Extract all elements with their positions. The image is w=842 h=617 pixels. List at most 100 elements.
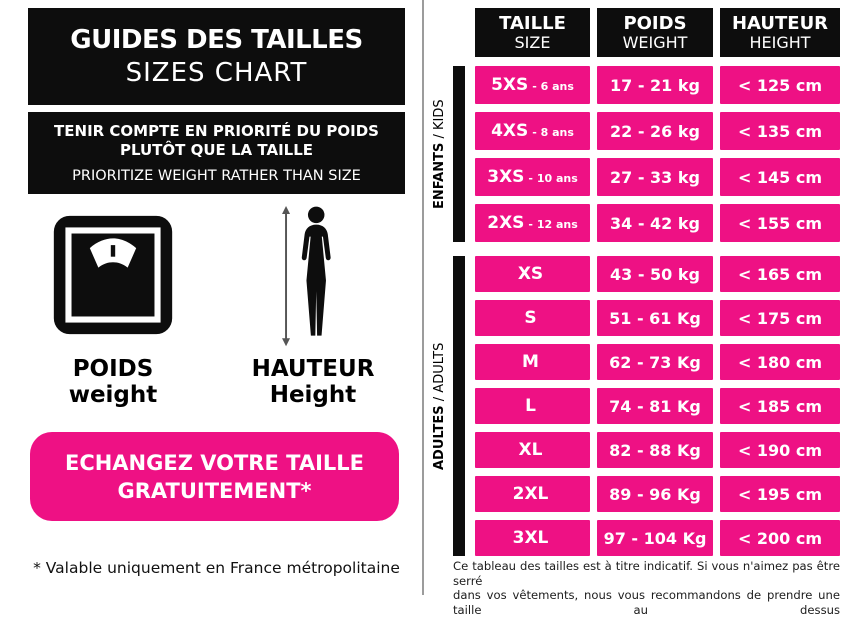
table-body: 5XS - 6 ans 17 - 21 kg < 125 cm 4XS - 8 ans 22… — [433, 66, 840, 556]
size-value: 3XL — [512, 528, 549, 548]
weight-cell: 74 - 81 Kg — [597, 388, 713, 424]
height-label-en: Height — [269, 382, 357, 408]
disclaimer-line1: Ce tableau des tailles est à titre indic… — [453, 559, 840, 588]
notice-banner: TENIR COMPTE EN PRIORITÉ DU POIDS PLUTÔT… — [28, 112, 405, 194]
section-divider — [422, 0, 424, 595]
weight-cell: 89 - 96 Kg — [597, 476, 713, 512]
table-row: L 74 - 81 Kg < 185 cm — [475, 388, 840, 424]
page-title-fr: GUIDES DES TAILLES — [70, 25, 363, 55]
age-value: - 10 ans — [528, 172, 578, 185]
size-cell: XL — [475, 432, 590, 468]
kids-group-bar — [453, 66, 465, 242]
header-size-en: SIZE — [514, 32, 551, 52]
table-row: 3XS - 10 ans 27 - 33 kg < 145 cm — [475, 158, 840, 196]
size-value: 5XS — [491, 75, 529, 95]
weight-cell: 34 - 42 kg — [597, 204, 713, 242]
weight-cell: 62 - 73 Kg — [597, 344, 713, 380]
size-value: L — [525, 396, 536, 416]
left-panel: GUIDES DES TAILLES SIZES CHART TENIR COM… — [28, 8, 405, 592]
weight-label-fr: POIDS — [72, 356, 154, 382]
size-cell: 2XL — [475, 476, 590, 512]
exchange-line1: ECHANGEZ VOTRE TAILLE — [64, 450, 365, 475]
footnote: * Valable uniquement en France métropoli… — [33, 559, 400, 577]
header-size-fr: TAILLE — [499, 12, 566, 34]
exchange-line2: GRATUITEMENT* — [117, 478, 312, 503]
height-label: HAUTEUR Height — [240, 356, 386, 409]
size-cell: XS — [475, 256, 590, 292]
height-cell: < 125 cm — [720, 66, 840, 104]
size-cell: 2XS - 12 ans — [475, 204, 590, 242]
adults-label-en: ADULTS — [432, 342, 447, 393]
table-row: XS 43 - 50 kg < 165 cm — [475, 256, 840, 292]
header-weight: POIDS WEIGHT — [597, 8, 713, 57]
table-disclaimer: Ce tableau des tailles est à titre indic… — [453, 559, 840, 617]
kids-label-en: KIDS — [432, 99, 447, 130]
height-cell: < 195 cm — [720, 476, 840, 512]
header-size: TAILLE SIZE — [475, 8, 590, 57]
table-row: S 51 - 61 Kg < 175 cm — [475, 300, 840, 336]
height-cell: < 185 cm — [720, 388, 840, 424]
notice-fr-line1: TENIR COMPTE EN PRIORITÉ DU POIDS — [54, 122, 379, 140]
age-value: - 8 ans — [532, 126, 574, 139]
title-banner: GUIDES DES TAILLES SIZES CHART — [28, 8, 405, 105]
height-cell: < 165 cm — [720, 256, 840, 292]
notice-text-en: PRIORITIZE WEIGHT RATHER THAN SIZE — [72, 168, 361, 184]
table-row: 4XS - 8 ans 22 - 26 kg < 135 cm — [475, 112, 840, 150]
scale-icon — [52, 214, 174, 338]
height-cell: < 145 cm — [720, 158, 840, 196]
kids-label-separator: / — [432, 129, 447, 143]
size-cell: M — [475, 344, 590, 380]
table-row: 2XS - 12 ans 34 - 42 kg < 155 cm — [475, 204, 840, 242]
size-cell: 5XS - 6 ans — [475, 66, 590, 104]
weight-label-en: weight — [68, 382, 158, 408]
size-table-section: TAILLE SIZE POIDS WEIGHT HAUTEUR HEIGHT … — [432, 8, 840, 617]
age-value: - 6 ans — [532, 80, 574, 93]
size-value: XS — [517, 264, 544, 284]
kids-group-label: ENFANTS / KIDS — [432, 66, 451, 242]
height-cell: < 175 cm — [720, 300, 840, 336]
size-guide-page: GUIDES DES TAILLES SIZES CHART TENIR COM… — [28, 0, 840, 617]
adults-group-label: ADULTES / ADULTS — [432, 256, 451, 556]
table-row: 3XL 97 - 104 Kg < 200 cm — [475, 520, 840, 556]
header-weight-en: WEIGHT — [622, 32, 688, 52]
kids-label-fr: ENFANTS — [432, 142, 447, 209]
header-height-en: HEIGHT — [749, 32, 811, 52]
notice-text-fr: TENIR COMPTE EN PRIORITÉ DU POIDS PLUTÔT… — [54, 122, 379, 160]
table-row: 5XS - 6 ans 17 - 21 kg < 125 cm — [475, 66, 840, 104]
size-value: 3XS — [487, 167, 525, 187]
disclaimer-line2: dans vos vêtements, nous vous recommando… — [453, 588, 840, 617]
adults-label-separator: / — [432, 392, 447, 406]
size-cell: 3XS - 10 ans — [475, 158, 590, 196]
size-cell: L — [475, 388, 590, 424]
weight-cell: 43 - 50 kg — [597, 256, 713, 292]
size-value: M — [522, 352, 539, 372]
height-cell: < 190 cm — [720, 432, 840, 468]
header-height: HAUTEUR HEIGHT — [720, 8, 840, 57]
weight-cell: 51 - 61 Kg — [597, 300, 713, 336]
size-cell: S — [475, 300, 590, 336]
adults-label-fr: ADULTES — [432, 405, 447, 470]
free-exchange-banner: ECHANGEZ VOTRE TAILLE GRATUITEMENT* — [30, 432, 399, 521]
notice-fr-line2: PLUTÔT QUE LA TAILLE — [119, 141, 314, 159]
table-row: M 62 - 73 Kg < 180 cm — [475, 344, 840, 380]
size-value: S — [524, 308, 537, 328]
age-value: - 12 ans — [528, 218, 578, 231]
weight-cell: 17 - 21 kg — [597, 66, 713, 104]
table-header-row: TAILLE SIZE POIDS WEIGHT HAUTEUR HEIGHT — [475, 8, 840, 57]
double-arrow-icon — [282, 206, 291, 347]
size-cell: 3XL — [475, 520, 590, 556]
size-value: 4XS — [491, 121, 529, 141]
weight-cell: 22 - 26 kg — [597, 112, 713, 150]
weight-label: POIDS weight — [40, 356, 186, 409]
height-cell: < 200 cm — [720, 520, 840, 556]
size-cell: 4XS - 8 ans — [475, 112, 590, 150]
height-cell: < 180 cm — [720, 344, 840, 380]
size-value: XL — [518, 440, 543, 460]
person-height-icon — [274, 206, 346, 348]
height-cell: < 135 cm — [720, 112, 840, 150]
size-value: 2XL — [512, 484, 549, 504]
header-height-fr: HAUTEUR — [731, 12, 829, 34]
header-weight-fr: POIDS — [623, 12, 687, 34]
height-cell: < 155 cm — [720, 204, 840, 242]
page-title-en: SIZES CHART — [125, 58, 308, 88]
